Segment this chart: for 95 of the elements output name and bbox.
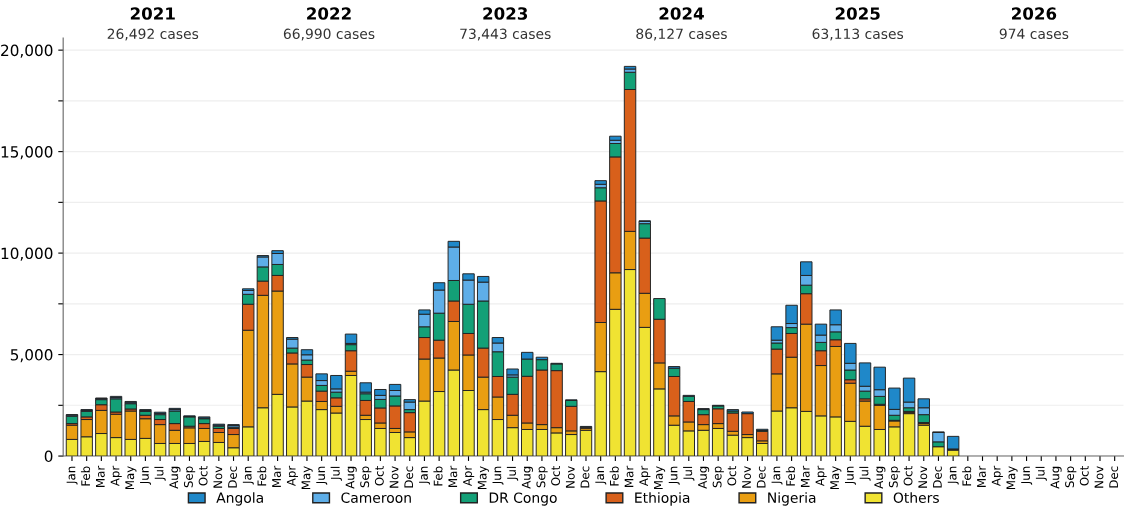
x-tick-label: Jan: [595, 466, 607, 485]
x-tick-label: May: [654, 466, 666, 490]
x-tick-label: Jan: [419, 466, 431, 485]
x-tick-label: Aug: [345, 466, 357, 489]
x-tick-label: Feb: [433, 466, 443, 486]
x-tick-label: Jun: [668, 466, 680, 485]
x-tick-label: Sep: [183, 466, 196, 488]
x-tick-label: Apr: [286, 465, 298, 487]
annotation: 66,990 cases: [283, 28, 375, 41]
legend-label: Nigeria: [768, 492, 816, 506]
x-tick-label: Dec: [580, 466, 590, 488]
x-tick-label: Dec: [933, 466, 942, 488]
x-tick-label: Mar: [448, 465, 458, 487]
y-tick-label: 15,000: [1, 146, 53, 160]
x-tick-label: Aug: [521, 466, 533, 489]
annotation: 63,113 cases: [812, 28, 904, 41]
text: 2026: [1012, 7, 1057, 20]
x-tick-label: Jun: [1021, 466, 1033, 485]
text: 2024: [659, 7, 704, 20]
annotation: 73,443 cases: [460, 28, 551, 41]
x-tick-label: May: [1006, 466, 1018, 490]
x-tick-label: Sep: [712, 466, 724, 488]
x-tick-label: Jan: [66, 466, 78, 485]
x-tick-label: Apr: [639, 465, 651, 487]
x-tick-label: Jul: [330, 466, 342, 481]
text: 2023: [483, 7, 528, 20]
x-tick-label: Jan: [242, 466, 254, 485]
annotation: 86,127 cases: [636, 28, 727, 41]
x-tick-label: Nov: [742, 466, 751, 488]
x-tick-label: Sep: [1065, 466, 1077, 488]
x-tick-label: Aug: [1050, 466, 1062, 489]
x-tick-label: Oct: [1079, 466, 1089, 486]
x-tick-label: Oct: [727, 466, 737, 486]
x-tick-label: Jul: [859, 466, 871, 481]
x-tick-label: Nov: [389, 466, 399, 488]
legend-label: Others: [893, 492, 939, 503]
text: 2021: [130, 7, 175, 20]
x-tick-label: May: [830, 466, 842, 490]
text: 2025: [835, 7, 880, 20]
x-tick-label: Mar: [800, 465, 810, 487]
x-tick-label: Apr: [815, 465, 827, 487]
x-tick-label: Aug: [698, 466, 710, 489]
x-tick-label: Oct: [551, 466, 561, 486]
x-tick-label: Jun: [140, 466, 152, 485]
x-tick-label: Oct: [374, 466, 384, 486]
y-tick-label: 5,000: [10, 349, 53, 363]
text: 2022: [307, 7, 351, 20]
x-tick-label: Dec: [1109, 466, 1119, 488]
x-tick-label: Mar: [624, 465, 634, 487]
x-tick-label: May: [301, 466, 313, 490]
x-tick-label: Dec: [228, 466, 237, 488]
y-tick-label: 0: [44, 450, 53, 463]
x-tick-label: May: [477, 466, 489, 490]
x-tick-label: Jun: [492, 466, 504, 485]
x-tick-label: Feb: [80, 466, 91, 486]
x-tick-label: Jul: [506, 466, 519, 481]
y-tick-label: 10,000: [1, 247, 53, 261]
x-tick-label: Sep: [536, 466, 548, 488]
x-tick-label: Dec: [404, 466, 414, 488]
x-tick-label: Mar: [977, 465, 986, 487]
x-tick-label: Jul: [154, 466, 166, 481]
x-tick-label: Nov: [213, 466, 223, 488]
x-tick-label: Aug: [874, 466, 886, 489]
legend-label: DR Congo: [489, 492, 557, 506]
y-tick-label: 20,000: [1, 44, 53, 58]
x-tick-label: Dec: [756, 466, 766, 488]
x-tick-label: Apr: [110, 465, 122, 487]
x-tick-label: Sep: [360, 466, 372, 488]
x-tick-label: Jun: [844, 466, 856, 485]
x-tick-label: Apr: [991, 465, 1003, 487]
x-tick-label: Nov: [565, 466, 575, 488]
legend-label: Angola: [216, 492, 263, 506]
x-tick-label: Jun: [316, 466, 328, 485]
x-tick-label: Feb: [257, 466, 267, 486]
legend-label: Ethiopia: [635, 492, 690, 506]
x-tick-label: Feb: [785, 466, 796, 486]
annotation: 26,492 cases: [107, 28, 199, 41]
x-tick-label: Jan: [771, 466, 783, 485]
x-tick-label: Oct: [198, 466, 208, 486]
x-tick-label: Apr: [463, 465, 475, 487]
x-tick-label: Jan: [947, 466, 959, 485]
x-tick-label: Sep: [888, 466, 901, 488]
x-tick-label: Nov: [1094, 466, 1104, 488]
x-tick-label: May: [125, 466, 137, 490]
x-tick-label: Feb: [962, 466, 972, 486]
x-tick-label: Oct: [903, 466, 913, 486]
x-tick-label: Mar: [96, 465, 105, 487]
x-tick-label: Aug: [169, 466, 181, 489]
annotation: 974 cases: [999, 28, 1069, 40]
x-tick-label: Jul: [683, 466, 695, 481]
x-tick-label: Nov: [918, 466, 928, 488]
x-tick-label: Feb: [609, 466, 619, 486]
x-tick-label: Jul: [1035, 466, 1047, 481]
legend-label: Cameroon: [341, 492, 411, 503]
x-tick-label: Mar: [272, 465, 282, 487]
